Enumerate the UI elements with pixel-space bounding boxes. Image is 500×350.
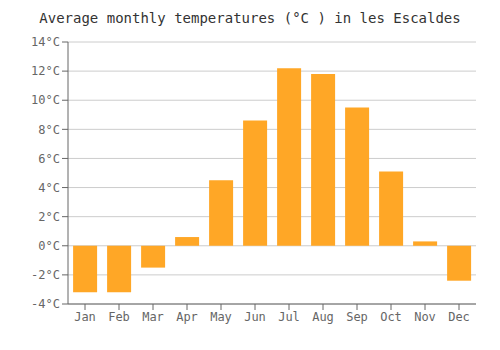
svg-text:2°C: 2°C [38,210,60,224]
svg-text:4°C: 4°C [38,181,60,195]
svg-text:Mar: Mar [142,310,164,324]
svg-text:May: May [210,310,232,324]
svg-text:12°C: 12°C [31,64,60,78]
svg-text:Feb: Feb [108,310,130,324]
svg-text:Aug: Aug [312,310,334,324]
svg-text:0°C: 0°C [38,239,60,253]
svg-text:Dec: Dec [448,310,470,324]
svg-text:Jun: Jun [244,310,266,324]
svg-text:Apr: Apr [176,310,198,324]
svg-text:8°C: 8°C [38,123,60,137]
svg-text:Oct: Oct [380,310,402,324]
svg-text:-2°C: -2°C [31,268,60,282]
svg-text:6°C: 6°C [38,152,60,166]
svg-text:-4°C: -4°C [31,297,60,311]
svg-text:Jan: Jan [74,310,96,324]
svg-text:Nov: Nov [414,310,436,324]
svg-text:Jul: Jul [278,310,300,324]
svg-text:Sep: Sep [346,310,368,324]
svg-text:14°C: 14°C [31,35,60,49]
svg-text:10°C: 10°C [31,93,60,107]
html-text:Average monthly temperatures (: Average monthly temperatures (°C ) in le… [39,10,461,26]
